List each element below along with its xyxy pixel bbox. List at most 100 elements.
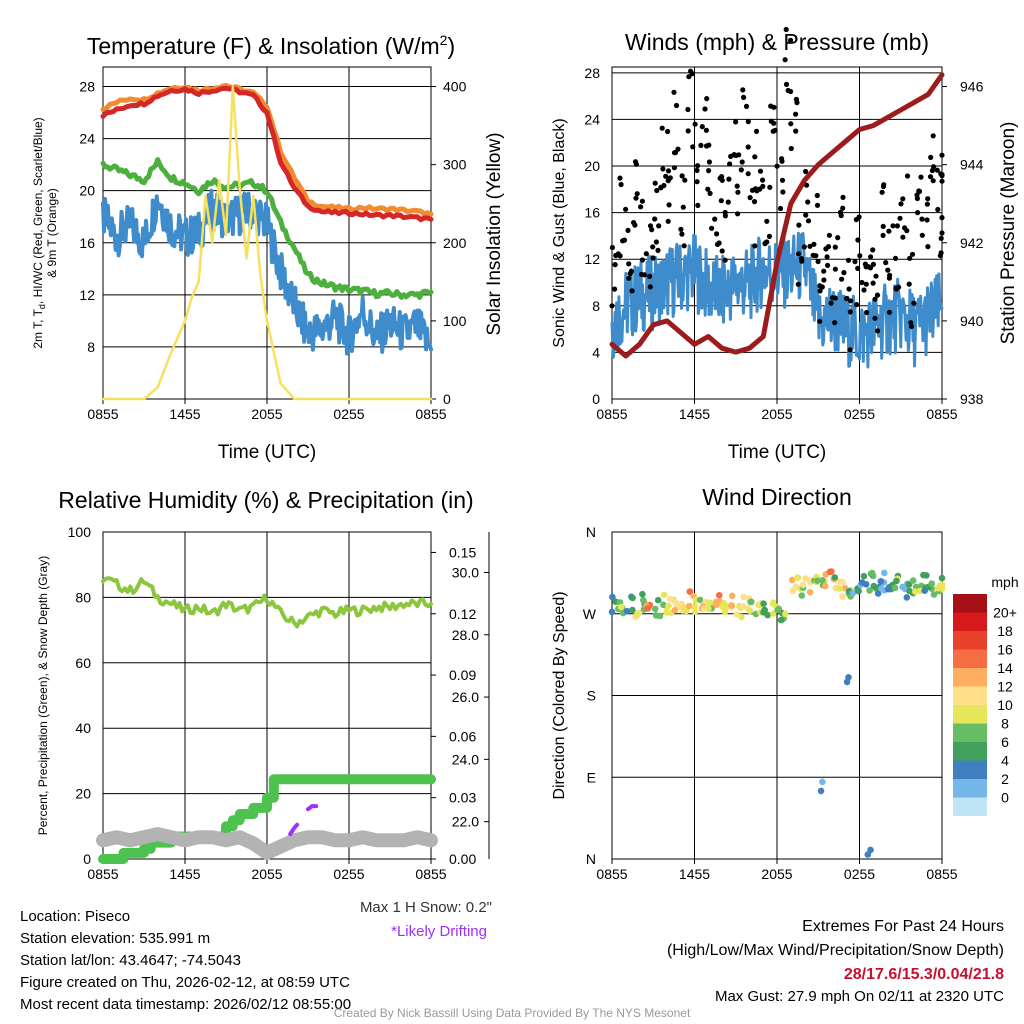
temp-ytick-right: 300 — [443, 157, 467, 173]
wind-gust-point — [741, 94, 747, 100]
wind-gust-point — [618, 181, 624, 188]
wind-gust-point — [867, 265, 874, 271]
dir-point — [799, 581, 807, 589]
wind-gust-point — [735, 211, 741, 217]
rh-ytick-right: 0.09 — [449, 667, 476, 683]
wind-gust-point — [727, 161, 733, 167]
wind-ytick: 28 — [584, 65, 600, 81]
wind-gust-point — [665, 218, 671, 224]
wind-gust-point — [852, 259, 858, 265]
temp-title-end: ) — [447, 33, 455, 59]
dir-legend-swatch — [953, 631, 987, 650]
wind-gust-point — [880, 232, 886, 238]
dir-point — [782, 610, 789, 618]
dir-point — [912, 588, 919, 595]
wind-gust-point — [840, 205, 846, 211]
wind-gust-point — [896, 284, 902, 290]
wind-gust-point — [904, 173, 911, 179]
wind-ytick-right: 942 — [960, 235, 984, 251]
wind-ytick: 12 — [584, 251, 600, 267]
wind-gust-point — [892, 255, 899, 261]
wind-ytick: 4 — [592, 344, 600, 360]
wind-gust-point — [847, 347, 853, 353]
dir-points — [608, 568, 946, 858]
temp-xtick: 1455 — [169, 406, 200, 422]
wind-ylabel: Sonic Wind & Gust (Blue, Black) — [551, 118, 568, 347]
wind-xlabel: Time (UTC) — [728, 442, 827, 463]
temp-ytick: 12 — [79, 287, 95, 303]
wind-ytick-right: 940 — [960, 313, 984, 329]
wind-gust-point — [650, 255, 656, 261]
wind-gust-point — [666, 202, 672, 208]
wind-gust-point — [685, 106, 691, 113]
dir-point — [798, 592, 806, 599]
wind-gust-point — [939, 172, 945, 178]
dir-point — [899, 583, 906, 591]
wind-gust-point — [752, 243, 758, 249]
temp-xtick: 2055 — [251, 406, 282, 422]
wind-series-sonic — [610, 231, 944, 369]
wind-gust-point — [832, 320, 838, 326]
wind-gust-point — [698, 142, 704, 148]
wind-gust-point — [745, 171, 751, 177]
wind-gust-point — [824, 254, 830, 260]
dir-point — [660, 591, 668, 599]
wind-gust-point — [886, 275, 893, 281]
dir-point — [868, 569, 876, 577]
dir-legend-label: 16 — [997, 642, 1013, 658]
wind-gust-point — [665, 178, 671, 184]
rh-ytick-right: 0.06 — [449, 728, 476, 744]
dir-point — [705, 605, 712, 612]
wind-gust-point — [682, 177, 688, 183]
temp-ylabel-sub: d — [37, 304, 47, 309]
wind-gust-point — [638, 204, 644, 210]
wind-gust-point — [783, 26, 789, 33]
wind-gust-point — [807, 243, 813, 249]
wind-gust-point — [927, 174, 934, 180]
dir-point — [617, 603, 625, 611]
dir-point — [923, 572, 930, 579]
wind-gust-point — [714, 231, 720, 237]
wind-gust-point — [846, 286, 852, 292]
dir-legend-swatch — [953, 668, 987, 687]
wind-gust-point — [934, 167, 940, 173]
wind-gust-point — [811, 241, 817, 247]
wind-gust-point — [703, 127, 710, 133]
wind-gust-point — [938, 250, 944, 256]
dir-point — [686, 588, 694, 595]
wind-xtick: 0855 — [926, 406, 957, 422]
wind-gust-point — [825, 244, 832, 250]
rh-ytick-right2: 30.0 — [452, 564, 479, 580]
dir-legend-swatch — [953, 686, 987, 705]
wind-gust-point — [868, 254, 874, 260]
temp-series-orange — [100, 82, 434, 217]
dir-point — [873, 585, 880, 592]
dir-point — [930, 591, 938, 598]
wind-gust-point — [886, 228, 892, 234]
wind-gust-point — [734, 183, 740, 189]
wind-gust-point — [690, 144, 696, 150]
rh-ytick-right2: 26.0 — [452, 689, 479, 705]
wind-gust-point — [805, 218, 812, 224]
wind-gust-point — [629, 288, 635, 294]
wind-gust-point — [886, 309, 893, 315]
wind-gust-point — [609, 244, 616, 251]
wind-gust-point — [739, 159, 745, 165]
wind-gust-point — [879, 189, 885, 195]
wind-gust-point — [653, 239, 660, 245]
rh-xtick: 0855 — [87, 866, 118, 882]
rh-series-rh — [101, 576, 433, 629]
temp-ytick: 28 — [79, 79, 95, 95]
dir-point — [877, 578, 885, 585]
dir-point — [706, 599, 713, 607]
dir-legend-label: 14 — [997, 660, 1013, 676]
dir-point — [903, 594, 911, 601]
wind-gust-point — [627, 271, 633, 277]
wind-gust-point — [825, 262, 831, 268]
wind-gust-point — [817, 318, 823, 324]
dir-legend-title: mph — [991, 574, 1018, 590]
wind-gust-point — [897, 215, 903, 221]
wind-gust-point — [817, 288, 823, 294]
wind-gust-point — [757, 168, 764, 174]
wind-gust-point — [832, 266, 839, 272]
